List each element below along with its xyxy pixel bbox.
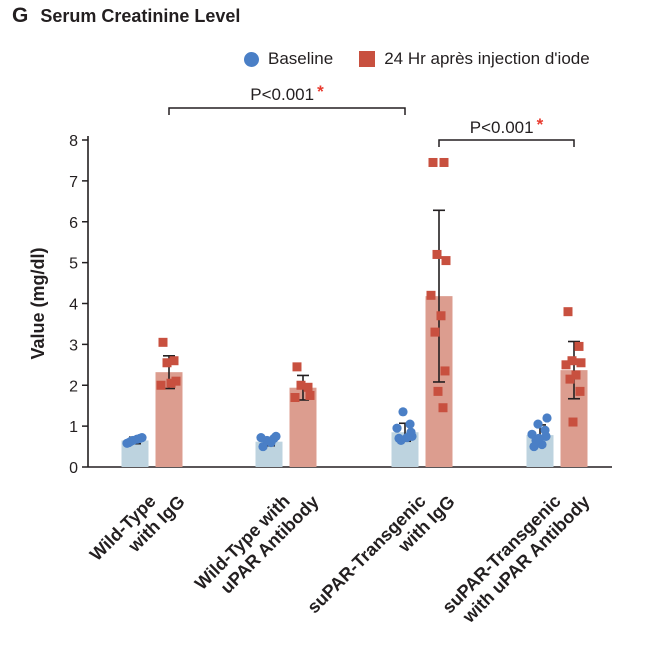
y-tick-label: 3 — [69, 337, 78, 354]
error-bars-group — [129, 209, 580, 447]
injection-point — [565, 374, 575, 384]
injection-point — [432, 249, 442, 259]
y-tick-label: 7 — [69, 174, 78, 191]
injection-point — [428, 157, 438, 167]
legend: Baseline 24 Hr après injection d'iode — [244, 46, 616, 72]
x-category-label: suPAR-Transgenicwith uPAR Antibody — [438, 477, 593, 632]
significance-asterisk: * — [537, 115, 544, 134]
injection-point — [568, 417, 578, 427]
legend-label-baseline: Baseline — [268, 49, 334, 68]
baseline-point — [405, 419, 415, 429]
injection-point — [296, 380, 306, 390]
injection-point — [441, 256, 451, 266]
baseline-point — [266, 437, 276, 448]
legend-item-baseline: Baseline — [244, 49, 333, 69]
injection-point — [436, 311, 446, 321]
significance-bracket — [438, 139, 575, 147]
baseline-point — [534, 433, 544, 443]
baseline-point — [533, 419, 543, 429]
x-category-label: suPAR-Transgenicwith IgG — [303, 477, 458, 632]
chart-title: Serum Creatinine Level — [40, 6, 241, 26]
legend-item-24hr: 24 Hr après injection d'iode — [359, 49, 590, 69]
baseline-point — [398, 407, 408, 417]
significance-bracket — [168, 107, 406, 115]
y-tick-label: 8 — [69, 133, 78, 150]
x-category-label: Wild-Typewith IgG — [86, 477, 189, 580]
injection-point — [575, 386, 585, 396]
injection-point — [162, 358, 172, 368]
y-tick-label: 2 — [69, 378, 78, 395]
injection-point — [574, 341, 584, 351]
p-value-label: P<0.001 * — [250, 82, 324, 104]
x-labels-group: Wild-Typewith IgG Wild-Type withuPAR Anti… — [86, 477, 594, 632]
points-group — [122, 157, 586, 452]
baseline-point — [396, 435, 406, 446]
injection-point — [563, 307, 573, 317]
baseline-point — [126, 436, 136, 446]
x-category-label-line: with uPAR Antibody — [458, 492, 594, 628]
injection-point — [439, 157, 449, 167]
y-axis-label: Value (mg/dl) — [28, 247, 48, 359]
axes-group: 0 1 2 3 4 5 6 7 8 Value (mg/dl) — [28, 133, 612, 477]
injection-point — [166, 378, 176, 388]
p-value-label: P<0.001 * — [470, 115, 544, 137]
baseline-point — [256, 432, 266, 443]
y-tick-label: 1 — [69, 419, 78, 436]
y-tick-label: 6 — [69, 215, 78, 232]
injection-point — [440, 366, 450, 376]
y-tick-label: 5 — [69, 256, 78, 273]
injection-point — [171, 376, 181, 386]
injection-point — [292, 362, 302, 372]
y-tick-label: 4 — [69, 297, 78, 314]
injection-point — [305, 390, 315, 400]
bars-group — [121, 296, 588, 467]
baseline-point — [406, 427, 416, 437]
x-category-label-line: suPAR-Transgenic — [438, 491, 564, 617]
injection-point — [438, 403, 448, 413]
x-category-label: Wild-Type withuPAR Antibody — [191, 477, 323, 609]
annotations-group: P<0.001 * P<0.001 * — [168, 82, 575, 147]
baseline-point — [542, 413, 552, 423]
injection-point — [303, 382, 313, 392]
significance-asterisk: * — [317, 82, 324, 101]
injection-point — [433, 386, 443, 396]
injection-point — [561, 360, 571, 370]
baseline-point — [271, 431, 281, 441]
injection-point — [567, 356, 577, 366]
baseline-circle-icon — [244, 51, 259, 67]
injection-point — [158, 337, 168, 347]
baseline-point — [392, 423, 402, 433]
injection-point — [430, 327, 440, 337]
baseline-point — [541, 431, 551, 441]
injection-point — [156, 380, 166, 390]
x-category-label-line: suPAR-Transgenic — [303, 491, 429, 617]
title-row: G Serum Creatinine Level — [12, 4, 240, 34]
injection-point — [576, 358, 586, 368]
injection-point — [290, 393, 300, 403]
injection-point — [571, 370, 581, 380]
y-tick-label: 0 — [69, 460, 78, 477]
panel-letter: G — [12, 4, 29, 27]
injection-point — [169, 356, 179, 366]
injection-point — [426, 290, 436, 300]
legend-label-24hr: 24 Hr après injection d'iode — [384, 49, 590, 68]
24hr-square-icon — [359, 51, 376, 67]
